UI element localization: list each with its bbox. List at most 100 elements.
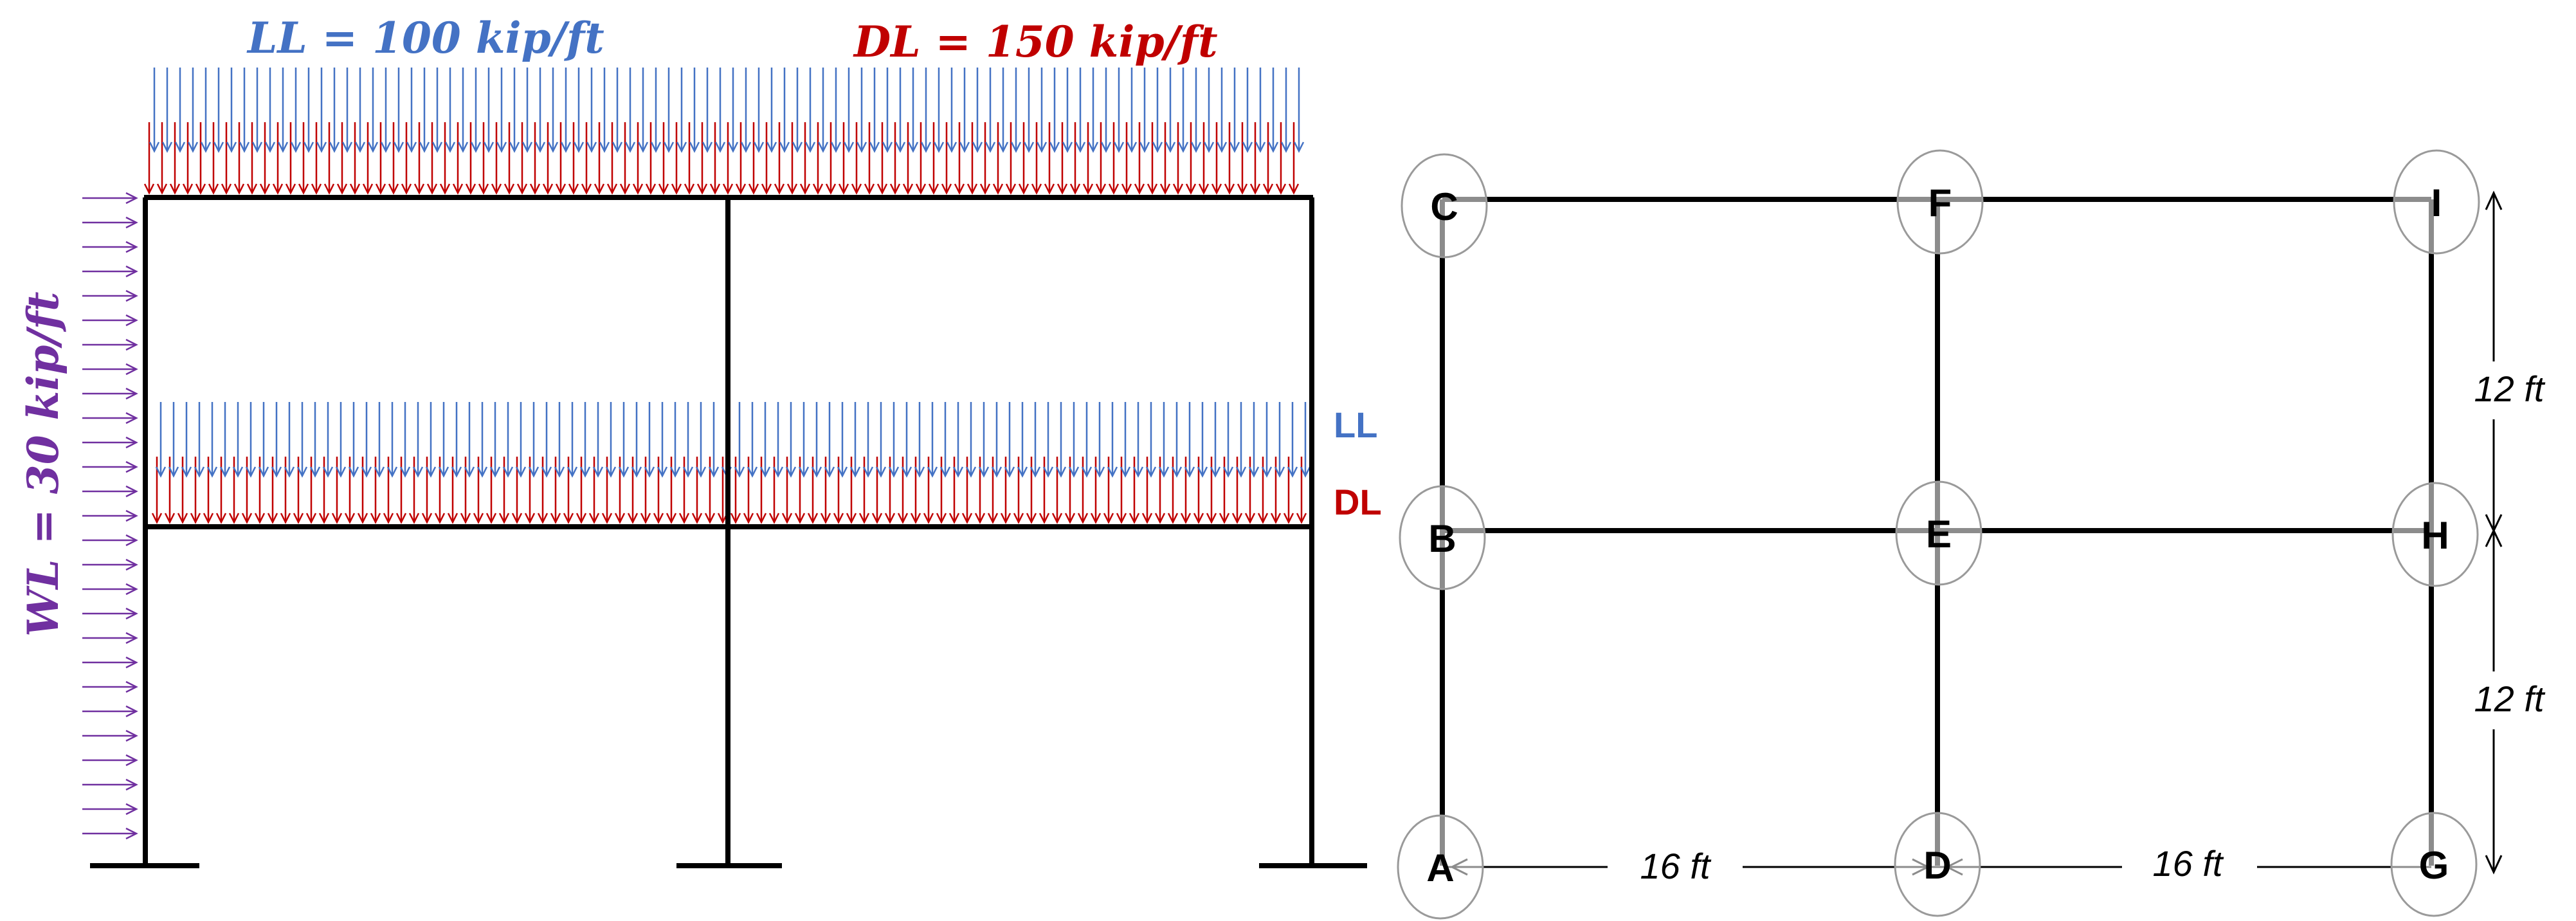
dimension-labels: 16 ft 16 ft 12 ft 12 ft [1608, 361, 2557, 895]
live-load-arrow [1036, 68, 1048, 153]
dead-load-arrow [1031, 122, 1042, 195]
live-load-arrow [431, 68, 443, 153]
live-load-arrow [206, 402, 218, 478]
live-load-arrow [612, 68, 623, 153]
node-I-label: I [2431, 181, 2442, 224]
live-load-arrow [277, 68, 289, 153]
live-load-arrow [734, 402, 745, 478]
node-A-circle [1397, 814, 1484, 920]
wind-load-arrows [82, 192, 138, 840]
live-load-arrow [316, 68, 327, 153]
live-load-arrow [271, 402, 282, 478]
live-load-arrow [239, 68, 250, 153]
dead-load-arrow [156, 122, 168, 195]
live-load-arrow [837, 402, 848, 478]
live-load-arrow [534, 68, 546, 153]
live-load-arrow [1287, 402, 1298, 478]
live-load-arrow [849, 402, 861, 478]
live-load-arrow [997, 68, 1009, 153]
live-load-arrow [168, 402, 179, 478]
dead-load-arrow [966, 122, 978, 195]
live-load-arrow [1300, 402, 1311, 478]
node-H-label: H [2421, 514, 2449, 557]
live-load-arrow [361, 402, 372, 478]
dim-arrow-bottom [2485, 855, 2503, 875]
dead-load-arrow [889, 122, 901, 195]
live-load-arrow [753, 68, 765, 153]
live-load-arrow [470, 68, 482, 153]
live-load-arrow [650, 68, 662, 153]
wind-arrow [82, 363, 138, 376]
dead-load-arrow [928, 122, 939, 195]
live-load-arrow [1242, 68, 1253, 153]
dead-load-arrow [323, 122, 335, 195]
dead-load-arrow [452, 122, 464, 195]
live-load-arrow [991, 402, 1002, 478]
node-C-circle [1401, 153, 1488, 259]
live-load-arrow [258, 402, 269, 478]
node-A-label: A [1426, 846, 1454, 889]
node-D-circle [1894, 812, 1981, 917]
live-load-arrow [213, 68, 224, 153]
dim-label-story-2: 12 ft [2474, 369, 2546, 409]
live-load-arrow [894, 68, 906, 153]
dead-load-arrow [503, 122, 515, 195]
dead-load-arrow [1108, 122, 1120, 195]
live-load-arrow [1068, 402, 1080, 478]
dead-load-arrow [349, 122, 361, 195]
node-G-circle [2390, 812, 2478, 917]
live-load-arrow [1197, 402, 1208, 478]
dead-load-arrow [529, 122, 541, 195]
dead-load-arrow [954, 122, 965, 195]
dead-load-arrow [606, 122, 618, 195]
dead-load-arrow [594, 122, 605, 195]
live-load-arrow [464, 402, 475, 478]
live-load-arrow [792, 68, 803, 153]
live-load-arrow [476, 402, 488, 478]
dead-load-arrow [619, 122, 631, 195]
live-load-arrow [1010, 68, 1022, 153]
live-load-arrow [766, 68, 777, 153]
dead-load-arrow [1172, 122, 1184, 195]
dead-load-arrow [761, 122, 772, 195]
node-B-circle [1399, 485, 1486, 590]
live-load-arrow [1126, 68, 1138, 153]
dead-load-arrow [722, 122, 734, 195]
dim-bg-bay-1 [1608, 839, 1743, 895]
node-F: F [1896, 149, 1984, 255]
left-frame-members [90, 195, 1367, 868]
live-load-arrow [1274, 402, 1285, 478]
live-load-arrow [830, 68, 842, 153]
dim-arrow-top [2485, 190, 2503, 210]
dead-load-arrow [696, 122, 708, 195]
live-load-arrow [676, 68, 687, 153]
dead-load-arrow [671, 122, 682, 195]
wind-arrow [82, 436, 138, 449]
live-load-arrow [290, 68, 302, 153]
wind-arrow [82, 216, 138, 229]
dead-load-arrow [311, 122, 322, 195]
live-load-arrow [1094, 402, 1105, 478]
dead-load-arrow [851, 122, 862, 195]
live-load-arrow [245, 402, 257, 478]
live-load-arrow [393, 68, 404, 153]
live-load-arrow [920, 68, 932, 153]
dead-load-arrow [1018, 122, 1029, 195]
live-load-arrow [348, 402, 359, 478]
live-load-arrow [496, 68, 507, 153]
live-load-arrow [689, 68, 700, 153]
node-I: I [2393, 149, 2480, 255]
dead-load-arrow [876, 122, 888, 195]
live-load-arrow [824, 402, 835, 478]
dead-load-arrow [516, 122, 528, 195]
dead-load-arrow [838, 122, 849, 195]
dead-load-arrow [735, 122, 747, 195]
live-load-arrow [1255, 68, 1266, 153]
live-load-arrow [149, 68, 160, 153]
dead-load-arrow [1159, 122, 1171, 195]
dead-load-arrow [1121, 122, 1132, 195]
live-load-arrow [1235, 402, 1247, 478]
dead-load-arrow [915, 122, 927, 195]
live-load-arrow [341, 68, 353, 153]
dead-load-arrow [825, 122, 837, 195]
